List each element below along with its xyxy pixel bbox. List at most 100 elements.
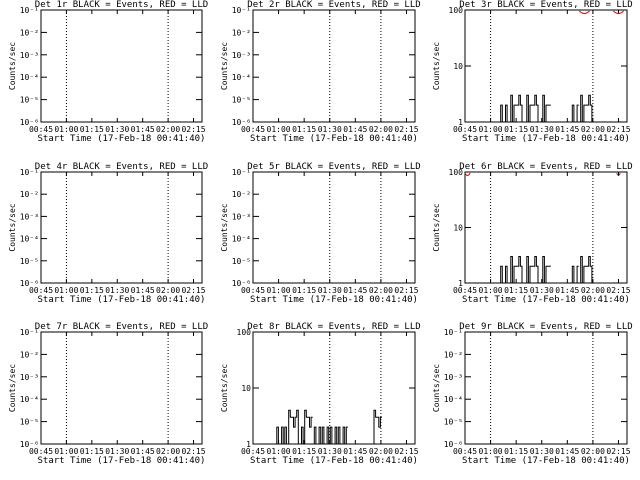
- x-tick-label: 01:00: [54, 125, 78, 134]
- x-tick-label: 01:15: [504, 125, 528, 134]
- plot-frame: [252, 171, 416, 284]
- x-tick-label: 01:30: [530, 447, 554, 456]
- y-tick-label: 10⁻⁴: [444, 395, 463, 404]
- x-tick-label: 02:15: [606, 447, 630, 456]
- y-tick-label: 10⁻¹: [232, 6, 251, 15]
- x-tick-label: 00:45: [453, 286, 477, 295]
- events-trace: [499, 265, 509, 284]
- x-tick-label: 00:45: [453, 125, 477, 134]
- x-tick-label: 01:00: [54, 286, 78, 295]
- y-tick-label: 10⁻²: [232, 28, 251, 37]
- y-tick-label: 10⁻²: [232, 190, 251, 199]
- x-tick-label: 01:00: [267, 447, 291, 456]
- x-axis-label: Start Time (17-Feb-18 00:41:40): [38, 295, 206, 305]
- y-tick-label: 1: [246, 440, 251, 449]
- y-tick-label: 1: [458, 118, 463, 127]
- x-tick-label: 01:00: [267, 125, 291, 134]
- x-tick-label: 01:00: [479, 447, 503, 456]
- x-axis-label: Start Time (17-Feb-18 00:41:40): [462, 456, 630, 466]
- x-tick-label: 02:00: [369, 125, 393, 134]
- y-tick-label: 10⁻⁵: [20, 418, 39, 427]
- plot-title: Det 4r BLACK = Events, RED = LLD: [35, 162, 208, 172]
- y-tick-label: 10⁻¹: [444, 328, 463, 337]
- x-tick-label: 02:15: [181, 286, 205, 295]
- x-axis-label: Start Time (17-Feb-18 00:41:40): [250, 456, 418, 466]
- y-tick-label: 10⁻¹: [20, 6, 39, 15]
- y-tick-label: 10⁻³: [20, 51, 39, 60]
- x-tick-label: 01:30: [105, 447, 129, 456]
- plot-title: Det 6r BLACK = Events, RED = LLD: [459, 162, 632, 172]
- y-axis-label: Counts/sec: [220, 364, 229, 412]
- x-tick-label: 01:45: [131, 447, 155, 456]
- x-tick-label: 02:15: [394, 125, 418, 134]
- plot-title: Det 3r BLACK = Events, RED = LLD: [459, 0, 632, 10]
- y-tick-label: 10⁻¹: [232, 168, 251, 177]
- x-tick-label: 02:15: [181, 447, 205, 456]
- y-tick-label: 10⁻⁵: [232, 96, 251, 105]
- x-axis-label: Start Time (17-Feb-18 00:41:40): [250, 295, 418, 305]
- y-axis-label: Counts/sec: [432, 42, 441, 90]
- x-tick-label: 01:15: [292, 286, 316, 295]
- y-tick-label: 10⁻²: [20, 350, 39, 359]
- plot-frame: [40, 331, 203, 445]
- x-tick-label: 01:45: [343, 286, 367, 295]
- x-tick-label: 02:15: [394, 286, 418, 295]
- y-tick-label: 10⁻²: [20, 190, 39, 199]
- y-tick-label: 10⁻³: [20, 212, 39, 221]
- y-tick-label: 10⁻³: [232, 51, 251, 60]
- plot-frame: [464, 331, 628, 445]
- x-axis-label: Start Time (17-Feb-18 00:41:40): [462, 134, 630, 144]
- x-tick-label: 01:45: [131, 125, 155, 134]
- y-tick-label: 10⁻⁶: [20, 440, 39, 449]
- y-tick-label: 10⁻⁶: [20, 118, 39, 127]
- lld-trace: [464, 172, 471, 176]
- y-tick-label: 10⁻³: [444, 373, 463, 382]
- x-tick-label: 01:15: [292, 125, 316, 134]
- x-axis-label: Start Time (17-Feb-18 00:41:40): [38, 134, 206, 144]
- x-tick-label: 02:00: [369, 286, 393, 295]
- events-trace: [275, 426, 288, 445]
- x-tick-label: 02:15: [606, 286, 630, 295]
- x-tick-label: 01:45: [555, 447, 579, 456]
- y-tick-label: 100: [449, 6, 464, 15]
- x-tick-label: 01:15: [292, 447, 316, 456]
- y-tick-label: 10⁻²: [444, 350, 463, 359]
- x-tick-label: 01:15: [80, 125, 104, 134]
- lld-trace: [616, 172, 621, 176]
- x-tick-label: 01:15: [80, 286, 104, 295]
- x-tick-label: 01:45: [131, 286, 155, 295]
- y-tick-label: 10: [453, 224, 463, 233]
- y-tick-label: 10⁻⁴: [232, 73, 251, 82]
- x-tick-label: 01:30: [105, 125, 129, 134]
- x-tick-label: 01:45: [555, 286, 579, 295]
- events-trace: [372, 409, 382, 445]
- x-tick-label: 00:45: [29, 286, 53, 295]
- x-tick-label: 01:00: [479, 286, 503, 295]
- y-tick-label: 10⁻¹: [20, 168, 39, 177]
- y-axis-label: Counts/sec: [8, 42, 17, 90]
- x-tick-label: 02:00: [156, 286, 180, 295]
- plot-title: Det 7r BLACK = Events, RED = LLD: [35, 322, 208, 332]
- y-tick-label: 10⁻⁵: [20, 96, 39, 105]
- x-tick-label: 01:00: [479, 125, 503, 134]
- x-axis-label: Start Time (17-Feb-18 00:41:40): [462, 295, 630, 305]
- x-tick-label: 02:00: [581, 125, 605, 134]
- x-tick-label: 01:30: [318, 286, 342, 295]
- events-trace: [507, 94, 551, 123]
- y-tick-label: 10: [241, 384, 251, 393]
- y-tick-label: 10⁻⁴: [232, 235, 251, 244]
- y-tick-label: 10⁻⁵: [444, 418, 463, 427]
- y-axis-label: Counts/sec: [432, 203, 441, 251]
- x-tick-label: 01:00: [267, 286, 291, 295]
- x-tick-label: 00:45: [241, 125, 265, 134]
- x-tick-label: 02:00: [156, 125, 180, 134]
- x-tick-label: 00:45: [29, 125, 53, 134]
- x-tick-label: 00:45: [453, 447, 477, 456]
- x-tick-label: 01:15: [504, 286, 528, 295]
- plot-title: Det 9r BLACK = Events, RED = LLD: [459, 322, 632, 332]
- lld-trace: [613, 10, 624, 14]
- y-tick-label: 10: [453, 62, 463, 71]
- plot-title: Det 2r BLACK = Events, RED = LLD: [247, 0, 420, 10]
- x-tick-label: 02:15: [394, 447, 418, 456]
- events-trace: [499, 104, 509, 123]
